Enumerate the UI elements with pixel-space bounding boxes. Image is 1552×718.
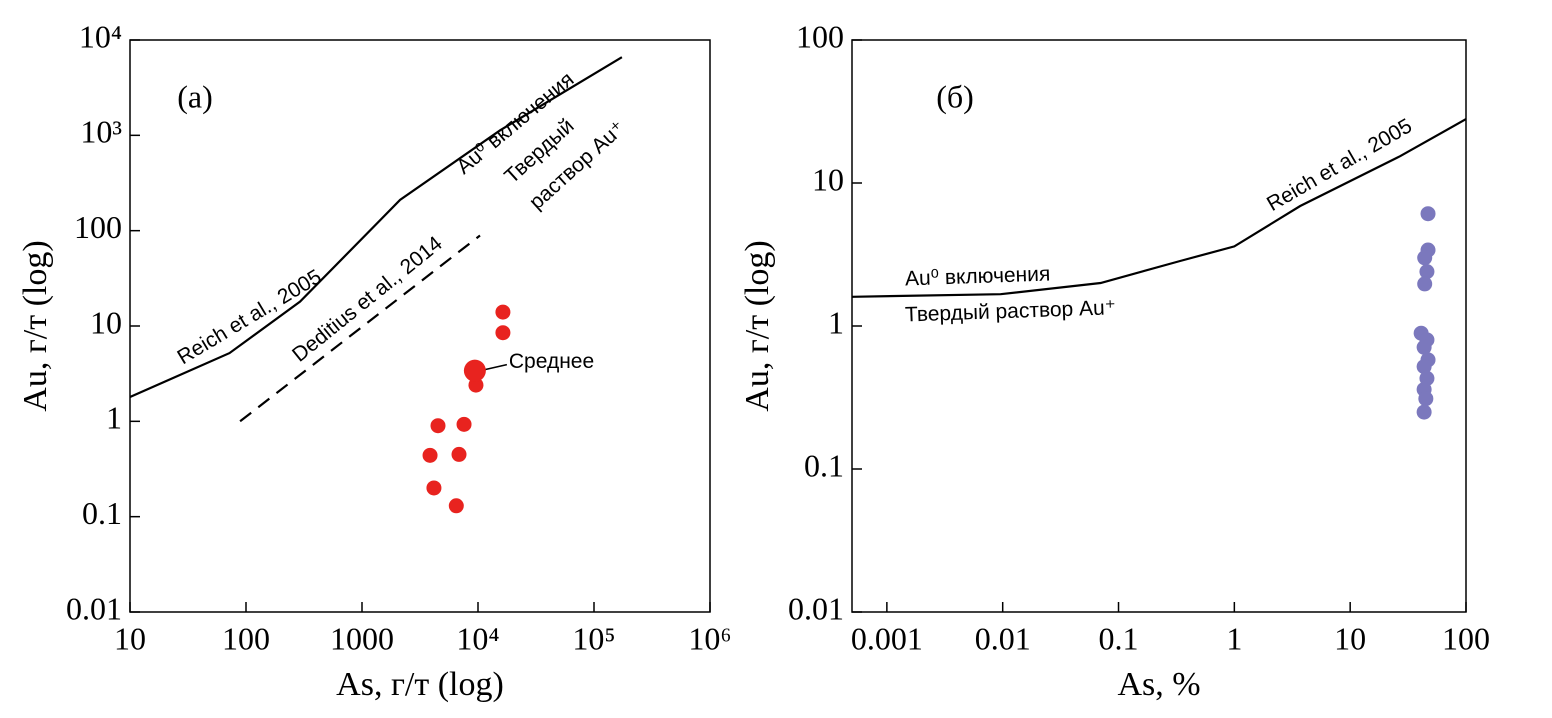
data-point bbox=[1417, 250, 1433, 266]
y-tick-label: 100 bbox=[74, 209, 122, 245]
reference-line bbox=[851, 118, 1467, 298]
x-tick-label: 10 bbox=[1334, 620, 1366, 656]
data-point bbox=[495, 325, 511, 341]
y-tick-label: 0.1 bbox=[804, 447, 844, 483]
data-point bbox=[1416, 339, 1432, 355]
y-tick-label: 0.01 bbox=[66, 590, 122, 626]
data-point bbox=[456, 416, 472, 432]
x-tick-label: 10⁵ bbox=[572, 620, 615, 656]
data-point bbox=[430, 418, 446, 434]
data-point bbox=[1417, 276, 1433, 292]
data-point bbox=[468, 377, 484, 393]
data-point bbox=[1416, 404, 1432, 420]
data-point bbox=[1418, 391, 1434, 407]
x-tick-label: 1000 bbox=[330, 620, 394, 656]
annotation: Твердый раствор Au⁺ bbox=[905, 296, 1117, 326]
reference-line bbox=[129, 56, 623, 399]
x-axis-label: As, г/т (log) bbox=[336, 666, 504, 703]
data-point bbox=[1419, 264, 1435, 280]
x-tick-label: 0.001 bbox=[851, 620, 923, 656]
x-tick-label: 1 bbox=[1226, 620, 1242, 656]
x-tick-label: 10 bbox=[114, 620, 146, 656]
y-tick-label: 10 bbox=[90, 304, 122, 340]
x-tick-label: 10⁴ bbox=[456, 620, 499, 656]
mean-point bbox=[463, 359, 486, 382]
x-tick-label: 100 bbox=[222, 620, 270, 656]
data-point bbox=[495, 304, 511, 320]
data-point bbox=[1420, 206, 1436, 222]
y-axis-label: Au, г/т (log) bbox=[17, 240, 54, 411]
plot-frame bbox=[851, 39, 1467, 613]
data-point bbox=[422, 447, 438, 463]
x-tick-label: 0.1 bbox=[1099, 620, 1139, 656]
data-point bbox=[426, 480, 442, 496]
data-point bbox=[451, 446, 467, 462]
line-label: Reich et al., 2005 bbox=[1263, 114, 1416, 216]
reference-line bbox=[239, 234, 481, 423]
y-tick-label: 0.1 bbox=[82, 495, 122, 531]
data-point bbox=[448, 498, 464, 514]
data-point bbox=[1416, 359, 1432, 375]
line-label: Deditius et al., 2014 bbox=[288, 232, 447, 367]
y-tick-label: 1 bbox=[106, 400, 122, 436]
y-tick-label: 10³ bbox=[80, 114, 122, 150]
annotation: Au⁰ включения bbox=[905, 262, 1051, 290]
x-tick-label: 0.01 bbox=[975, 620, 1031, 656]
leader-line bbox=[484, 363, 508, 371]
y-tick-label: 10 bbox=[812, 161, 844, 197]
mean-label: Среднее bbox=[509, 350, 594, 373]
y-tick-label: 1 bbox=[828, 304, 844, 340]
x-axis-label: As, % bbox=[1117, 666, 1200, 703]
y-tick-label: 10⁴ bbox=[79, 18, 122, 54]
y-tick-label: 0.01 bbox=[788, 590, 844, 626]
y-axis-label: Au, г/т (log) bbox=[739, 240, 776, 411]
panel-label: (б) bbox=[936, 78, 974, 114]
y-tick-label: 100 bbox=[796, 18, 844, 54]
x-tick-label: 10⁶ bbox=[688, 620, 731, 656]
x-tick-label: 100 bbox=[1442, 620, 1490, 656]
panel-label: (а) bbox=[177, 78, 213, 114]
